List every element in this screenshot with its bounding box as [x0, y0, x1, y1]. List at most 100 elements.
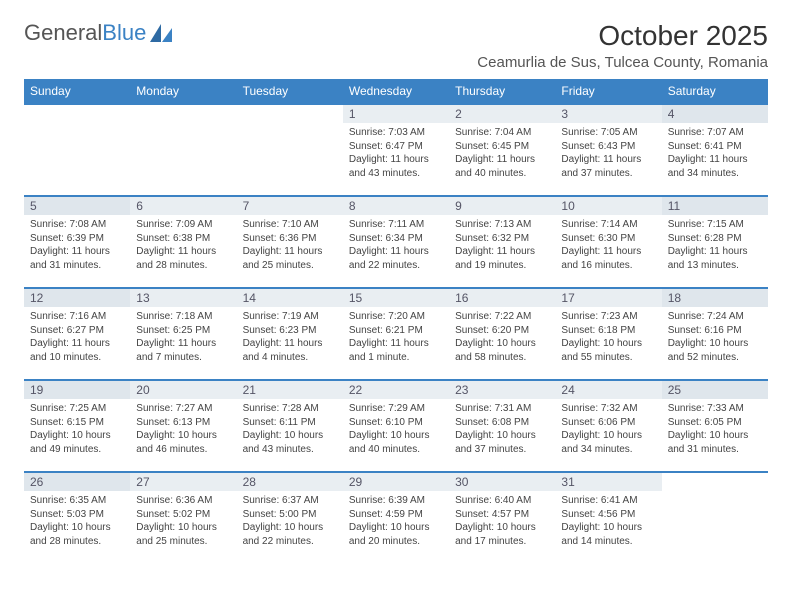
sunrise-text: Sunrise: 7:25 AM — [30, 402, 124, 416]
sunset-text: Sunset: 6:08 PM — [455, 416, 549, 430]
day-cell: 6Sunrise: 7:09 AMSunset: 6:38 PMDaylight… — [130, 196, 236, 288]
day-cell: 3Sunrise: 7:05 AMSunset: 6:43 PMDaylight… — [555, 104, 661, 196]
day-details: Sunrise: 7:18 AMSunset: 6:25 PMDaylight:… — [130, 307, 236, 366]
week-row: 26Sunrise: 6:35 AMSunset: 5:03 PMDayligh… — [24, 472, 768, 564]
daylight-text: Daylight: 11 hours and 31 minutes. — [30, 245, 124, 272]
sunrise-text: Sunrise: 7:28 AM — [243, 402, 337, 416]
day-number: 11 — [662, 197, 768, 215]
sunset-text: Sunset: 5:03 PM — [30, 508, 124, 522]
daylight-text: Daylight: 10 hours and 43 minutes. — [243, 429, 337, 456]
brand-text: GeneralBlue — [24, 20, 146, 46]
sunset-text: Sunset: 6:39 PM — [30, 232, 124, 246]
day-details: Sunrise: 6:41 AMSunset: 4:56 PMDaylight:… — [555, 491, 661, 550]
day-cell: 23Sunrise: 7:31 AMSunset: 6:08 PMDayligh… — [449, 380, 555, 472]
day-number: 6 — [130, 197, 236, 215]
sunrise-text: Sunrise: 7:22 AM — [455, 310, 549, 324]
sunrise-text: Sunrise: 7:33 AM — [668, 402, 762, 416]
day-cell: 11Sunrise: 7:15 AMSunset: 6:28 PMDayligh… — [662, 196, 768, 288]
day-cell: 24Sunrise: 7:32 AMSunset: 6:06 PMDayligh… — [555, 380, 661, 472]
sunset-text: Sunset: 6:21 PM — [349, 324, 443, 338]
daylight-text: Daylight: 11 hours and 22 minutes. — [349, 245, 443, 272]
sunset-text: Sunset: 6:47 PM — [349, 140, 443, 154]
day-header: Saturday — [662, 79, 768, 104]
day-header: Friday — [555, 79, 661, 104]
daylight-text: Daylight: 11 hours and 19 minutes. — [455, 245, 549, 272]
day-number: 19 — [24, 381, 130, 399]
day-number: 25 — [662, 381, 768, 399]
day-details: Sunrise: 7:03 AMSunset: 6:47 PMDaylight:… — [343, 123, 449, 182]
page-header: GeneralBlue October 2025 Ceamurlia de Su… — [24, 20, 768, 71]
sunrise-text: Sunrise: 6:36 AM — [136, 494, 230, 508]
sunrise-text: Sunrise: 6:41 AM — [561, 494, 655, 508]
sunset-text: Sunset: 6:28 PM — [668, 232, 762, 246]
day-cell: 16Sunrise: 7:22 AMSunset: 6:20 PMDayligh… — [449, 288, 555, 380]
day-number: 12 — [24, 289, 130, 307]
day-details: Sunrise: 6:39 AMSunset: 4:59 PMDaylight:… — [343, 491, 449, 550]
day-cell: 14Sunrise: 7:19 AMSunset: 6:23 PMDayligh… — [237, 288, 343, 380]
sunrise-text: Sunrise: 7:32 AM — [561, 402, 655, 416]
sunrise-text: Sunrise: 7:10 AM — [243, 218, 337, 232]
day-details: Sunrise: 7:28 AMSunset: 6:11 PMDaylight:… — [237, 399, 343, 458]
day-details: Sunrise: 7:25 AMSunset: 6:15 PMDaylight:… — [24, 399, 130, 458]
sunset-text: Sunset: 6:32 PM — [455, 232, 549, 246]
day-details: Sunrise: 6:35 AMSunset: 5:03 PMDaylight:… — [24, 491, 130, 550]
daylight-text: Daylight: 11 hours and 28 minutes. — [136, 245, 230, 272]
day-details: Sunrise: 7:23 AMSunset: 6:18 PMDaylight:… — [555, 307, 661, 366]
sunrise-text: Sunrise: 6:39 AM — [349, 494, 443, 508]
day-number: 1 — [343, 105, 449, 123]
day-number: 3 — [555, 105, 661, 123]
day-cell: 9Sunrise: 7:13 AMSunset: 6:32 PMDaylight… — [449, 196, 555, 288]
daylight-text: Daylight: 11 hours and 7 minutes. — [136, 337, 230, 364]
daylight-text: Daylight: 10 hours and 22 minutes. — [243, 521, 337, 548]
daylight-text: Daylight: 10 hours and 49 minutes. — [30, 429, 124, 456]
sunrise-text: Sunrise: 7:23 AM — [561, 310, 655, 324]
day-cell: 21Sunrise: 7:28 AMSunset: 6:11 PMDayligh… — [237, 380, 343, 472]
week-row: 5Sunrise: 7:08 AMSunset: 6:39 PMDaylight… — [24, 196, 768, 288]
day-header: Wednesday — [343, 79, 449, 104]
day-cell: 4Sunrise: 7:07 AMSunset: 6:41 PMDaylight… — [662, 104, 768, 196]
day-number: 16 — [449, 289, 555, 307]
daylight-text: Daylight: 11 hours and 13 minutes. — [668, 245, 762, 272]
day-cell: 26Sunrise: 6:35 AMSunset: 5:03 PMDayligh… — [24, 472, 130, 564]
sunset-text: Sunset: 4:56 PM — [561, 508, 655, 522]
day-cell: 13Sunrise: 7:18 AMSunset: 6:25 PMDayligh… — [130, 288, 236, 380]
sunset-text: Sunset: 6:20 PM — [455, 324, 549, 338]
day-cell: 25Sunrise: 7:33 AMSunset: 6:05 PMDayligh… — [662, 380, 768, 472]
day-number: 24 — [555, 381, 661, 399]
daylight-text: Daylight: 10 hours and 40 minutes. — [349, 429, 443, 456]
sunrise-text: Sunrise: 7:31 AM — [455, 402, 549, 416]
day-number: 9 — [449, 197, 555, 215]
day-details: Sunrise: 7:04 AMSunset: 6:45 PMDaylight:… — [449, 123, 555, 182]
day-cell: 5Sunrise: 7:08 AMSunset: 6:39 PMDaylight… — [24, 196, 130, 288]
sunset-text: Sunset: 6:43 PM — [561, 140, 655, 154]
day-cell: . — [237, 104, 343, 196]
daylight-text: Daylight: 11 hours and 37 minutes. — [561, 153, 655, 180]
sunrise-text: Sunrise: 7:11 AM — [349, 218, 443, 232]
day-details: Sunrise: 7:15 AMSunset: 6:28 PMDaylight:… — [662, 215, 768, 274]
day-cell: 8Sunrise: 7:11 AMSunset: 6:34 PMDaylight… — [343, 196, 449, 288]
day-cell: . — [662, 472, 768, 564]
daylight-text: Daylight: 11 hours and 10 minutes. — [30, 337, 124, 364]
daylight-text: Daylight: 10 hours and 28 minutes. — [30, 521, 124, 548]
sunrise-text: Sunrise: 7:20 AM — [349, 310, 443, 324]
sunset-text: Sunset: 6:16 PM — [668, 324, 762, 338]
day-number: 13 — [130, 289, 236, 307]
day-cell: 15Sunrise: 7:20 AMSunset: 6:21 PMDayligh… — [343, 288, 449, 380]
day-number: 18 — [662, 289, 768, 307]
day-header: Sunday — [24, 79, 130, 104]
sunset-text: Sunset: 6:36 PM — [243, 232, 337, 246]
day-details: Sunrise: 7:10 AMSunset: 6:36 PMDaylight:… — [237, 215, 343, 274]
sunset-text: Sunset: 5:02 PM — [136, 508, 230, 522]
day-number: 4 — [662, 105, 768, 123]
day-cell: 18Sunrise: 7:24 AMSunset: 6:16 PMDayligh… — [662, 288, 768, 380]
brand-logo: GeneralBlue — [24, 20, 172, 46]
sunrise-text: Sunrise: 7:03 AM — [349, 126, 443, 140]
day-details: Sunrise: 6:40 AMSunset: 4:57 PMDaylight:… — [449, 491, 555, 550]
day-number: 7 — [237, 197, 343, 215]
daylight-text: Daylight: 11 hours and 34 minutes. — [668, 153, 762, 180]
brand-part2: Blue — [102, 20, 146, 45]
day-cell: 29Sunrise: 6:39 AMSunset: 4:59 PMDayligh… — [343, 472, 449, 564]
day-cell: 7Sunrise: 7:10 AMSunset: 6:36 PMDaylight… — [237, 196, 343, 288]
day-details: Sunrise: 7:16 AMSunset: 6:27 PMDaylight:… — [24, 307, 130, 366]
day-details: Sunrise: 6:37 AMSunset: 5:00 PMDaylight:… — [237, 491, 343, 550]
